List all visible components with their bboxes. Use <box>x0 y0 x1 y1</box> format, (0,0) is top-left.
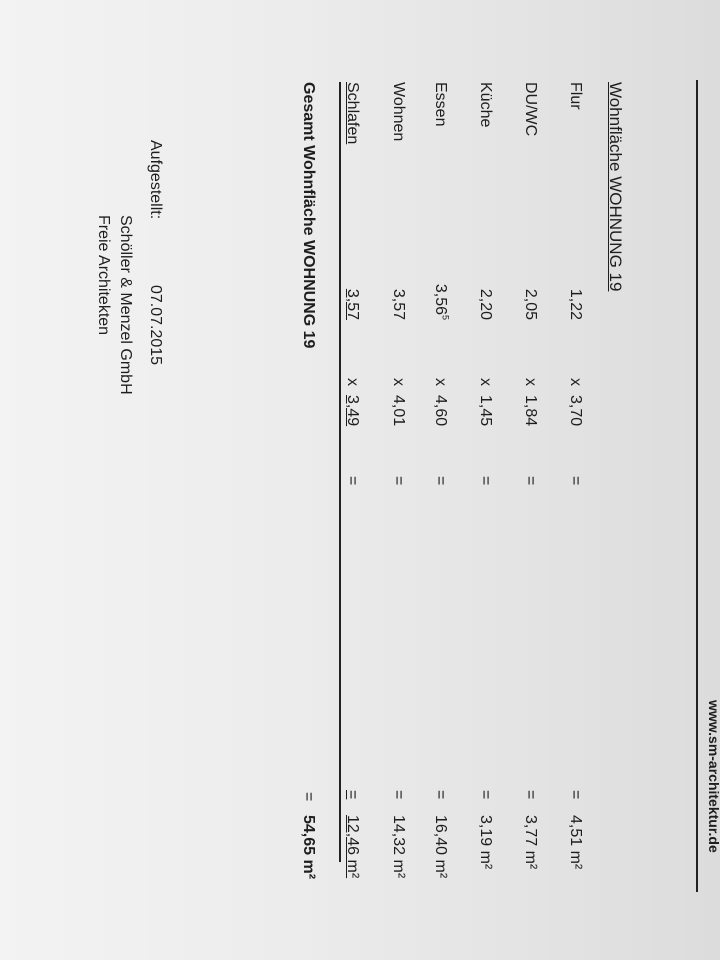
equals-sign-2: = <box>567 790 584 800</box>
footer-date: 07.07.2015 <box>147 285 164 366</box>
equals-sign: = <box>344 476 361 486</box>
equals-sign: = <box>477 476 494 486</box>
equals-sign: = <box>390 476 407 486</box>
equals-sign-2: = <box>477 790 494 800</box>
room-label: DU/WC <box>522 82 539 137</box>
room-label: Wohnen <box>390 82 407 142</box>
superscript: 5 <box>440 314 451 320</box>
width-value: 2,05 <box>522 288 539 320</box>
room-label: Essen <box>432 82 449 127</box>
total-label: Gesamt Wohnfläche WOHNUNG 19 <box>300 82 317 349</box>
area-value: 3,19 m² <box>477 815 494 870</box>
length-value: 3,49 <box>344 395 361 427</box>
times-sign: x <box>477 378 494 386</box>
area-value: 4,51 m² <box>567 815 584 870</box>
area-value: 14,32 m² <box>390 815 407 879</box>
room-label: Schlafen <box>344 82 361 145</box>
footer-label: Aufgestellt: <box>147 140 164 220</box>
length-value: 4,01 <box>390 395 407 427</box>
total-equals: = <box>300 792 317 802</box>
length-value: 1,84 <box>522 395 539 427</box>
width-value: 3,57 <box>344 288 361 320</box>
length-value: 1,45 <box>477 395 494 427</box>
equals-sign-2: = <box>344 790 361 800</box>
room-label: Küche <box>477 82 494 128</box>
width-value: 1,22 <box>567 288 584 320</box>
equals-sign: = <box>432 476 449 486</box>
times-sign: x <box>567 378 584 386</box>
equals-sign-2: = <box>522 790 539 800</box>
equals-sign: = <box>522 476 539 486</box>
footer-company: Schöller & Menzel GmbH <box>117 215 134 395</box>
total-area: 54,65 m² <box>300 815 317 880</box>
equals-sign-2: = <box>432 790 449 800</box>
times-sign: x <box>522 378 539 386</box>
area-value: 3,77 m² <box>522 815 539 870</box>
footer-subtitle: Freie Architekten <box>95 215 112 336</box>
times-sign: x <box>390 378 407 386</box>
sum-rule <box>339 82 341 862</box>
width-value: 3,565 <box>432 283 451 320</box>
website: www.sm-architektur.de <box>706 700 720 853</box>
room-label: Flur <box>567 82 584 110</box>
page-title: Wohnfläche WOHNUNG 19 <box>606 82 625 292</box>
area-value: 12,46 m² <box>344 815 361 879</box>
times-sign: x <box>344 378 361 386</box>
width-value: 3,57 <box>390 288 407 320</box>
times-sign: x <box>432 378 449 386</box>
length-value: 3,70 <box>567 395 584 427</box>
equals-sign-2: = <box>390 790 407 800</box>
equals-sign: = <box>567 476 584 486</box>
width-value: 2,20 <box>477 288 494 320</box>
area-value: 16,40 m² <box>432 815 449 879</box>
header-rule <box>696 80 698 892</box>
length-value: 4,60 <box>432 395 449 427</box>
